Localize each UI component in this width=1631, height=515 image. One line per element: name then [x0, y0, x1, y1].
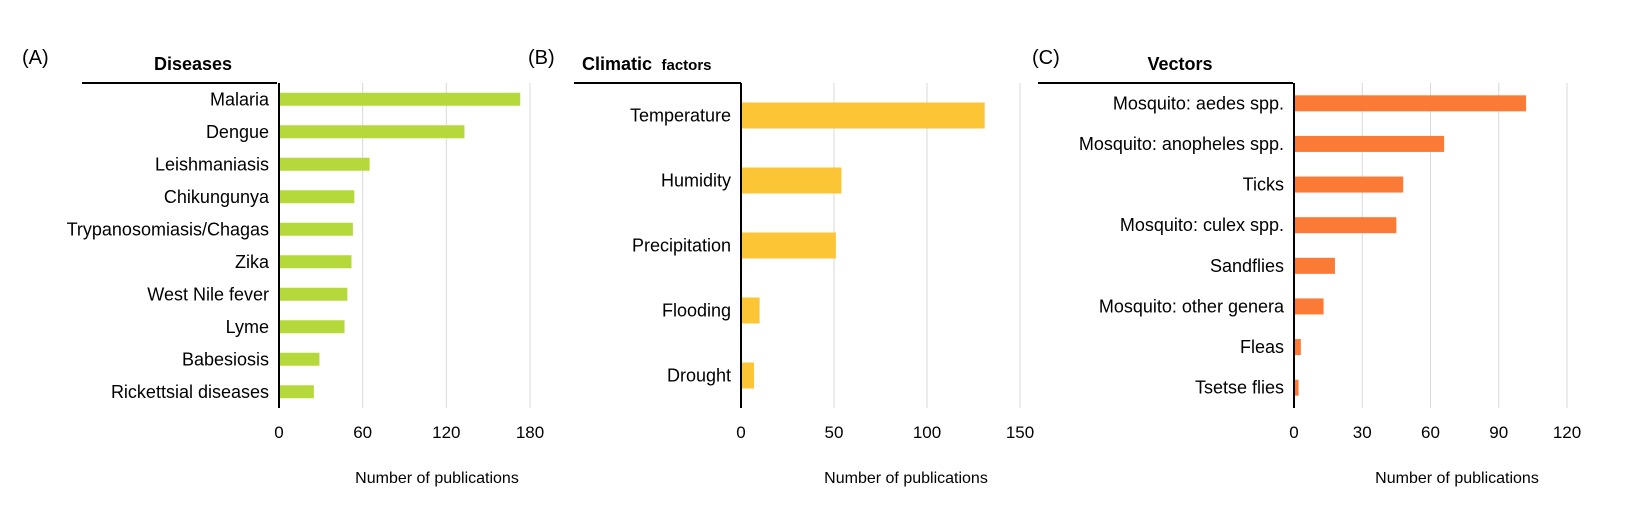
panel-a-category-label: Lyme: [226, 317, 269, 337]
panel-a-bar: [279, 222, 353, 236]
panel-a-category-label: Malaria: [210, 89, 270, 109]
panel-c-bar: [1294, 135, 1445, 152]
panel-c-bar: [1294, 217, 1397, 234]
panel-b-category-label: Humidity: [661, 171, 731, 191]
panel-c-x-tick-label: 90: [1489, 423, 1508, 442]
panel-b-x-tick-label: 0: [736, 423, 745, 442]
panel-b-category-label: Precipitation: [632, 236, 731, 256]
panel-a-bar: [279, 190, 355, 204]
panel-b-category-label: Temperature: [630, 106, 731, 126]
panel-b-plot: 0 50 100 150 Temperature Humidity Precipitatio…: [630, 83, 1034, 442]
panel-c-category-label: Sandflies: [1210, 256, 1284, 276]
panel-c-bar: [1294, 379, 1299, 396]
panel-a-category-label: Leishmaniasis: [155, 154, 269, 174]
panel-c-category-label: Tsetse flies: [1195, 378, 1284, 398]
panel-a-category-label: West Nile fever: [147, 284, 269, 304]
panel-c: (C) Vectors 0 30 60 90 120 Mosquito: aedes sp…: [1032, 47, 1581, 487]
panel-c-x-tick-label: 60: [1421, 423, 1440, 442]
panel-a-category-label: Rickettsial diseases: [111, 382, 269, 402]
panel-a-category-label: Trypanosomiasis/Chagas: [67, 219, 269, 239]
panel-a-bar: [279, 352, 320, 366]
panel-c-category-label: Mosquito: culex spp.: [1120, 215, 1284, 235]
panel-b-title-suffix: factors: [661, 57, 711, 74]
panel-a-bar: [279, 385, 314, 399]
panel-b-bar: [741, 362, 755, 389]
panel-b-bar: [741, 102, 985, 129]
panel-a-bar: [279, 125, 465, 139]
panel-a-category-label: Chikungunya: [164, 187, 270, 207]
panel-c-x-tick-label: 0: [1289, 423, 1298, 442]
panel-c-category-label: Fleas: [1240, 337, 1284, 357]
panel-b-bar: [741, 232, 836, 259]
panel-c-x-tick-label: 120: [1553, 423, 1581, 442]
panel-c-title: Vectors: [1147, 54, 1212, 74]
panel-b-category-label: Drought: [667, 366, 731, 386]
panel-b: (B) Climatic factors 0 50 100 150 Temperatur…: [528, 47, 1034, 487]
panel-a-bar: [279, 320, 345, 334]
panel-a-bar: [279, 92, 521, 106]
panel-b-x-tick-label: 150: [1006, 423, 1034, 442]
panel-c-category-label: Ticks: [1243, 175, 1284, 195]
panel-a-category-label: Babesiosis: [182, 349, 269, 369]
panel-b-x-axis-label: Number of publications: [824, 470, 988, 487]
panel-c-bar: [1294, 257, 1335, 274]
panel-b-label: (B): [528, 47, 555, 69]
panel-c-category-label: Mosquito: aedes spp.: [1113, 93, 1284, 113]
panel-a-label: (A): [22, 47, 49, 69]
panel-c-x-tick-label: 30: [1353, 423, 1372, 442]
panel-b-category-label: Flooding: [662, 301, 731, 321]
panel-c-x-axis-label: Number of publications: [1375, 470, 1539, 487]
panel-c-bar: [1294, 298, 1324, 315]
panel-a-x-tick-label: 0: [274, 423, 283, 442]
panel-a-bar: [279, 255, 352, 269]
panel-c-label: (C): [1032, 47, 1060, 69]
panel-b-x-tick-label: 100: [913, 423, 941, 442]
panel-c-bar: [1294, 176, 1404, 193]
panel-a-bar: [279, 157, 370, 171]
panel-a-x-axis-label: Number of publications: [355, 470, 519, 487]
panel-c-plot: 0 30 60 90 120 Mosquito: aedes spp. Mosquito: …: [1079, 83, 1581, 442]
panel-c-bar: [1294, 339, 1301, 356]
panel-a-category-label: Zika: [235, 252, 270, 272]
panel-b-bar: [741, 167, 842, 194]
panel-a: (A) Diseases 0 60 120 180 Malaria Dengue Leish…: [22, 47, 544, 487]
panel-a-category-label: Dengue: [206, 122, 269, 142]
panel-a-x-tick-label: 180: [516, 423, 544, 442]
panel-a-x-tick-label: 120: [432, 423, 460, 442]
panel-a-bar: [279, 287, 348, 301]
panel-c-bar: [1294, 95, 1527, 112]
panel-a-title: Diseases: [154, 54, 232, 74]
panel-c-category-label: Mosquito: anopheles spp.: [1079, 134, 1284, 154]
panel-b-x-tick-label: 50: [825, 423, 844, 442]
panel-b-title: Climatic factors: [582, 54, 712, 74]
panel-a-plot: 0 60 120 180 Malaria Dengue Leishmaniasis Chiku…: [67, 83, 544, 442]
panel-b-bar: [741, 297, 760, 324]
panel-c-category-label: Mosquito: other genera: [1099, 296, 1285, 316]
panel-b-title-main: Climatic: [582, 54, 652, 74]
panel-a-x-tick-label: 60: [353, 423, 372, 442]
